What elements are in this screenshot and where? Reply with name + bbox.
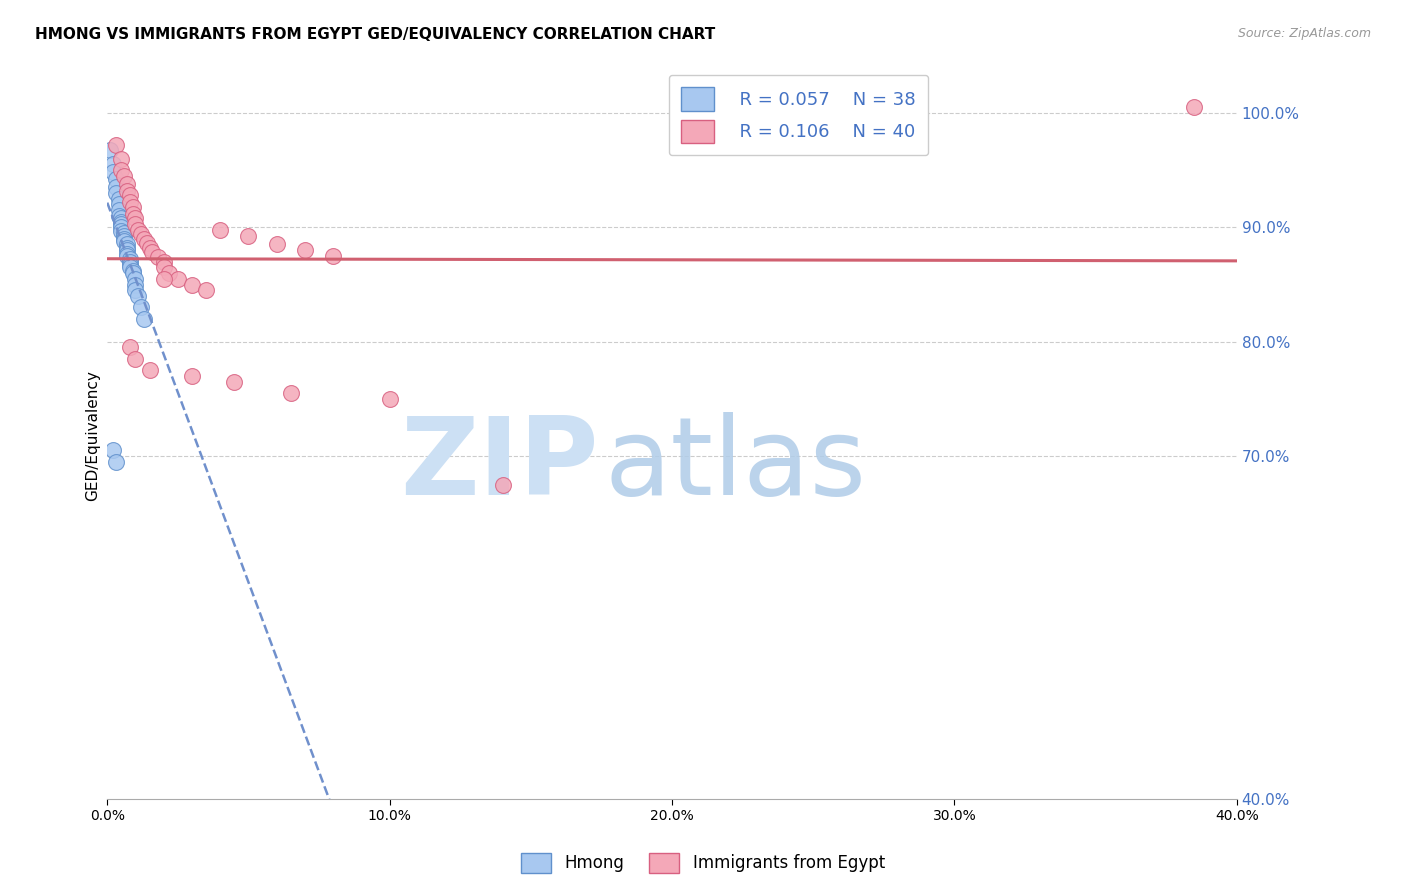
Point: [110, 224, 132, 238]
Point: [121, 206, 143, 220]
Point: [118, 252, 141, 267]
Point: [110, 152, 132, 166]
Point: [110, 214, 132, 228]
Point: [110, 220, 132, 235]
Y-axis label: GED/Equivalency: GED/Equivalency: [86, 370, 100, 501]
Point: [124, 283, 146, 297]
Legend:   R = 0.057    N = 38,   R = 0.106    N = 40: R = 0.057 N = 38, R = 0.106 N = 40: [669, 75, 928, 155]
Point: [280, 386, 302, 401]
Point: [166, 272, 188, 286]
Text: ZIP: ZIP: [401, 412, 599, 518]
Point: [146, 250, 169, 264]
Text: Source: ZipAtlas.com: Source: ZipAtlas.com: [1237, 27, 1371, 40]
Point: [322, 249, 344, 263]
Point: [110, 217, 132, 231]
Point: [98, 143, 121, 157]
Point: [181, 277, 204, 292]
Point: [152, 272, 174, 286]
Point: [124, 277, 146, 292]
Point: [124, 272, 146, 286]
Point: [157, 266, 180, 280]
Point: [132, 232, 155, 246]
Point: [115, 177, 138, 191]
Point: [124, 211, 146, 226]
Point: [141, 245, 163, 260]
Point: [118, 254, 141, 268]
Point: [138, 241, 160, 255]
Point: [115, 184, 138, 198]
Point: [124, 351, 146, 366]
Point: [112, 226, 135, 240]
Point: [112, 232, 135, 246]
Point: [104, 455, 127, 469]
Point: [294, 244, 316, 258]
Point: [152, 260, 174, 275]
Point: [118, 340, 141, 354]
Point: [118, 195, 141, 210]
Legend: Hmong, Immigrants from Egypt: Hmong, Immigrants from Egypt: [515, 847, 891, 880]
Point: [104, 180, 127, 194]
Point: [129, 227, 152, 242]
Point: [1182, 100, 1205, 114]
Point: [115, 249, 138, 263]
Point: [115, 241, 138, 255]
Point: [238, 229, 260, 244]
Point: [121, 266, 143, 280]
Point: [110, 163, 132, 178]
Point: [107, 197, 129, 211]
Point: [127, 222, 149, 236]
Point: [118, 260, 141, 275]
Point: [195, 283, 218, 297]
Point: [266, 237, 288, 252]
Point: [138, 363, 160, 377]
Point: [135, 236, 157, 251]
Point: [118, 258, 141, 272]
Point: [104, 172, 127, 186]
Text: HMONG VS IMMIGRANTS FROM EGYPT GED/EQUIVALENCY CORRELATION CHART: HMONG VS IMMIGRANTS FROM EGYPT GED/EQUIV…: [35, 27, 716, 42]
Point: [378, 392, 401, 406]
Point: [127, 289, 149, 303]
Point: [101, 443, 124, 458]
Point: [132, 311, 155, 326]
Point: [118, 188, 141, 202]
Point: [181, 369, 204, 384]
Point: [124, 217, 146, 231]
Point: [115, 246, 138, 260]
Point: [115, 237, 138, 252]
Point: [121, 264, 143, 278]
Point: [112, 234, 135, 248]
Point: [107, 209, 129, 223]
Point: [104, 138, 127, 153]
Point: [115, 244, 138, 258]
Point: [112, 229, 135, 244]
Text: atlas: atlas: [605, 412, 866, 518]
Point: [152, 254, 174, 268]
Point: [101, 157, 124, 171]
Point: [107, 203, 129, 218]
Point: [104, 186, 127, 200]
Point: [121, 200, 143, 214]
Point: [209, 222, 232, 236]
Point: [224, 375, 246, 389]
Point: [112, 169, 135, 183]
Point: [107, 192, 129, 206]
Point: [129, 301, 152, 315]
Point: [101, 165, 124, 179]
Point: [110, 211, 132, 226]
Point: [491, 477, 513, 491]
